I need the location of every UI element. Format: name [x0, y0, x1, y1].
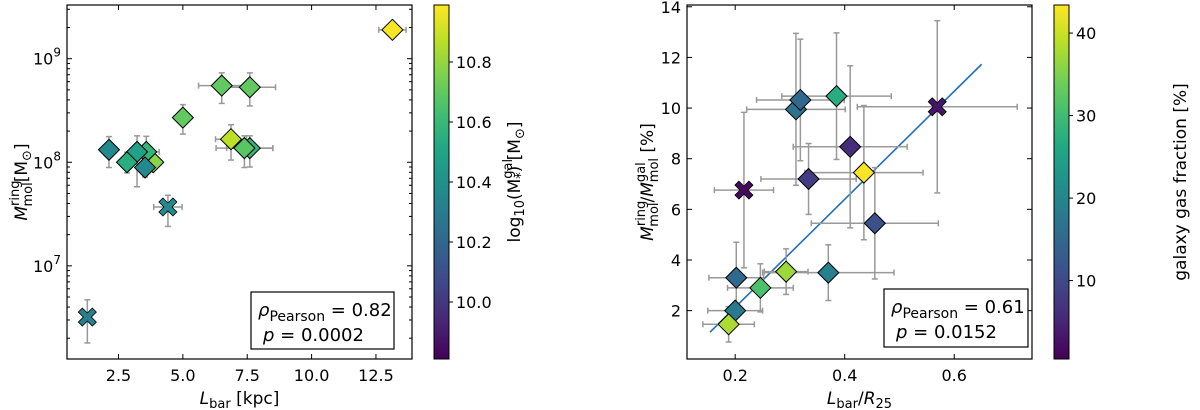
colorbar-tick-label: 10.0: [456, 293, 492, 312]
markers: [77, 18, 404, 327]
colorbar-label: galaxy gas fraction [%]: [1171, 83, 1191, 280]
data-point-x-marker: [158, 197, 178, 217]
data-point-diamond: [219, 127, 243, 151]
y-tick-label: 6: [671, 200, 681, 219]
data-point-diamond: [238, 76, 262, 99]
data-point-diamond: [233, 136, 256, 160]
colorbar-tick-label: 10: [1076, 272, 1096, 291]
data-point-diamond: [725, 266, 748, 289]
y-tick-label: 12: [661, 48, 681, 67]
colorbar-tick-label: 40: [1076, 24, 1096, 43]
colorbar-tick-label: 10.8: [456, 53, 492, 72]
x-tick-label: 7.5: [234, 366, 259, 385]
pearson-rho-text: ρPearson = 0.82: [258, 300, 392, 325]
data-point-diamond: [797, 167, 820, 191]
x-tick-label: 5.0: [170, 366, 195, 385]
data-point-diamond: [817, 261, 840, 284]
data-point-diamond: [863, 212, 887, 235]
colorbar-tick-label: 10.2: [456, 233, 492, 252]
right-scatter-panel: 0.2 0.4 0.6 2 4 6 8 10 12 14 ρPearson = 0.61p = 0.…: [634, 0, 1191, 410]
data-point-diamond: [210, 74, 233, 97]
data-point-x-marker: [734, 180, 754, 200]
colorbar-label: log10(Mgal*) [M⊙]: [501, 121, 529, 242]
pearson-rho-text: ρPearson = 0.61: [891, 297, 1025, 322]
data-point-diamond: [838, 135, 862, 159]
data-point-x-marker: [77, 307, 97, 327]
data-point-diamond: [749, 276, 772, 300]
correlation-box: [250, 291, 395, 350]
correlation-box: [883, 288, 1029, 348]
data-point-diamond: [825, 84, 848, 108]
data-point-diamond: [789, 88, 812, 112]
x-axis-label: Lbar/R25: [827, 389, 892, 410]
x-tick-label: 0.2: [722, 366, 747, 385]
colorbar: [433, 4, 450, 360]
y-tick-label: 2: [671, 302, 681, 321]
y-tick-label: 8: [671, 150, 681, 169]
data-point-diamond: [115, 151, 139, 174]
data-point-diamond: [381, 18, 404, 42]
data-point-diamond: [133, 156, 157, 179]
colorbar-tick-label: 30: [1076, 107, 1096, 126]
y-tick-label: 108: [33, 149, 61, 172]
plot-frame: [686, 4, 1033, 360]
y-axis-label: Mringmol/Mgalmol [%]: [634, 123, 662, 241]
data-point-diamond: [97, 138, 121, 161]
colorbar-tick-label: 10.6: [456, 113, 492, 132]
colorbar: [1053, 4, 1070, 360]
y-tick-label: 10: [661, 99, 681, 118]
p-value-text: p = 0.0152: [895, 322, 997, 343]
left-scatter-panel: 2.5 5.0 7.5 10.0 12.5 107 108 109 ρPearson = 0.8…: [8, 4, 529, 410]
x-tick-label: 0.4: [832, 366, 857, 385]
x-axis-label: Lbar [kpc]: [200, 389, 280, 410]
markers: [717, 84, 947, 336]
data-point-x-marker: [927, 97, 947, 117]
p-value-text: p = 0.0002: [262, 325, 364, 346]
data-point-diamond: [852, 161, 876, 184]
y-tick-label: 4: [671, 251, 681, 270]
data-point-diamond: [774, 260, 798, 283]
colorbar-tick-label: 20: [1076, 189, 1096, 208]
colorbar-tick-label: 10.4: [456, 173, 492, 192]
y-tick-label: 109: [33, 46, 61, 69]
data-point-diamond: [171, 106, 195, 129]
x-tick-label: 0.6: [942, 366, 967, 385]
plot-frame: [66, 4, 413, 360]
x-tick-label: 12.5: [358, 366, 394, 385]
y-axis-label: Mringmol[M⊙]: [8, 143, 36, 220]
y-tick-label: 107: [33, 253, 61, 276]
data-point-diamond: [717, 313, 740, 336]
x-tick-label: 2.5: [106, 366, 131, 385]
x-tick-label: 10.0: [294, 366, 330, 385]
y-tick-label: 14: [661, 0, 681, 17]
